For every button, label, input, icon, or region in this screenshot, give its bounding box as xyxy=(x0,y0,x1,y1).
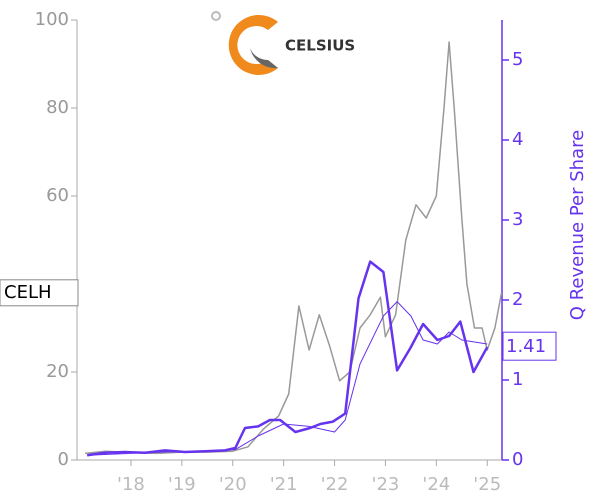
value-label: 1.41 xyxy=(506,336,546,357)
y-tick-label: 100 xyxy=(35,9,69,30)
x-tick-label: '21 xyxy=(270,474,298,495)
logo xyxy=(211,11,278,76)
y2-tick-label: 2 xyxy=(512,289,523,310)
series-line xyxy=(87,260,489,457)
ticker-label: CELH xyxy=(4,282,52,303)
x-tick-label: '18 xyxy=(117,474,145,495)
y-tick-label: 0 xyxy=(58,449,69,470)
x-tick-label: '24 xyxy=(422,474,450,495)
x-tick-label: '23 xyxy=(372,474,400,495)
ticker-box xyxy=(0,279,79,307)
y-tick-label: 20 xyxy=(46,361,69,382)
y2-axis-label: Q Revenue Per Share xyxy=(567,130,588,320)
x-tick-label: '19 xyxy=(168,474,196,495)
value-label-box xyxy=(502,331,557,361)
y2-tick-label: 4 xyxy=(512,129,523,150)
y-tick-label: 80 xyxy=(46,97,69,118)
y-tick-label: 60 xyxy=(46,185,69,206)
series-line xyxy=(85,41,503,455)
x-tick-label: '22 xyxy=(321,474,349,495)
y2-tick-label: 5 xyxy=(512,49,523,70)
logo-text: CELSIUS xyxy=(285,37,355,55)
x-tick-label: '20 xyxy=(219,474,247,495)
y2-tick-label: 1 xyxy=(512,369,523,390)
y2-tick-label: 3 xyxy=(512,209,523,230)
x-tick-label: '25 xyxy=(473,474,501,495)
y2-tick-label: 0 xyxy=(512,449,523,470)
series-line xyxy=(87,301,488,456)
